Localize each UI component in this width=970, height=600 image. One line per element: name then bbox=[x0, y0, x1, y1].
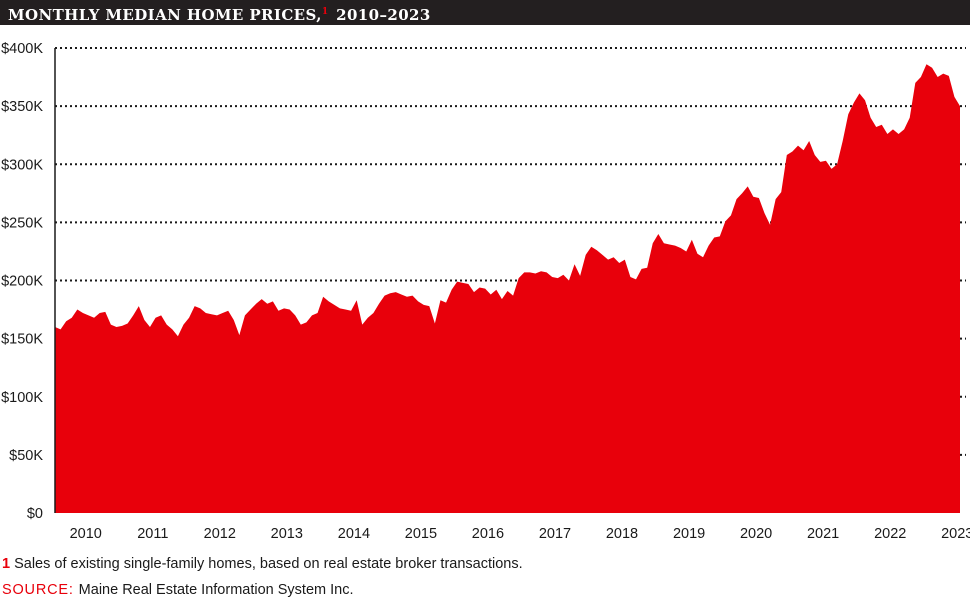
x-tick-label: 2016 bbox=[472, 526, 504, 542]
y-tick-label: $350K bbox=[1, 99, 43, 115]
y-tick-label: $150K bbox=[1, 332, 43, 348]
x-tick-label: 2022 bbox=[874, 526, 906, 542]
x-axis-ticks: 2010 2011 2012 2013 2014 2015 2016 2017 2018 2019… bbox=[70, 526, 970, 542]
y-tick-label: $300K bbox=[1, 157, 43, 173]
x-tick-label: 2021 bbox=[807, 526, 839, 542]
source-line: SOURCE: Maine Real Estate Information Sys… bbox=[2, 582, 354, 598]
chart-title-range: 2010–2023 bbox=[336, 6, 431, 24]
y-tick-label: $50K bbox=[9, 448, 43, 464]
footnote: 1 Sales of existing single-family homes, … bbox=[2, 556, 523, 572]
y-tick-label: $200K bbox=[1, 274, 43, 290]
y-tick-label: $250K bbox=[1, 215, 43, 231]
title-footnote-marker: 1 bbox=[321, 7, 329, 17]
x-tick-label: 2017 bbox=[539, 526, 571, 542]
source-text: Maine Real Estate Information System Inc… bbox=[78, 582, 354, 598]
footnote-marker: 1 bbox=[2, 556, 11, 572]
chart-title-bar: MONTHLY MEDIAN HOME PRICES,1 2010–2023 bbox=[0, 0, 970, 25]
x-tick-label: 2010 bbox=[70, 526, 102, 542]
y-tick-label: $100K bbox=[1, 390, 43, 406]
area-chart: $0 $50K $100K $150K $200K $250K $300K $350K $400… bbox=[1, 41, 970, 542]
x-tick-label: 2018 bbox=[606, 526, 638, 542]
x-tick-label: 2011 bbox=[137, 526, 168, 542]
x-tick-label: 2019 bbox=[673, 526, 705, 542]
x-tick-label: 2013 bbox=[271, 526, 303, 542]
y-tick-label: $400K bbox=[1, 41, 43, 57]
footnote-text: Sales of existing single-family homes, b… bbox=[14, 556, 523, 572]
x-tick-label: 2012 bbox=[204, 526, 236, 542]
y-tick-label: $0 bbox=[27, 506, 43, 522]
x-tick-label: 2014 bbox=[338, 526, 370, 542]
median-price-area bbox=[55, 64, 960, 513]
x-tick-label: 2020 bbox=[740, 526, 772, 542]
source-label: SOURCE: bbox=[2, 582, 74, 598]
chart-title: MONTHLY MEDIAN HOME PRICES, bbox=[8, 6, 322, 24]
x-tick-label: 2015 bbox=[405, 526, 437, 542]
y-axis-ticks: $0 $50K $100K $150K $200K $250K $300K $350K $400… bbox=[1, 41, 43, 522]
x-tick-label: 2023 bbox=[941, 526, 970, 542]
